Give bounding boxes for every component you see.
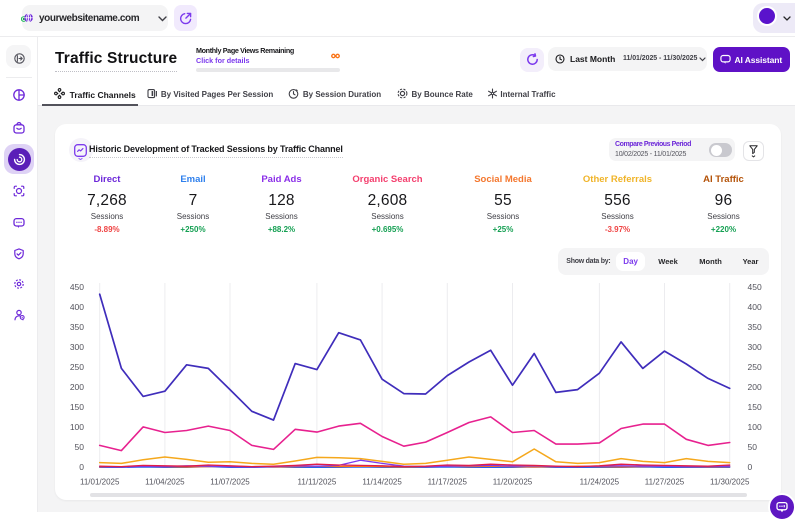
- svg-text:0: 0: [79, 462, 84, 472]
- svg-text:150: 150: [70, 402, 84, 412]
- svg-text:50: 50: [75, 442, 85, 452]
- svg-text:11/07/2025: 11/07/2025: [210, 478, 250, 487]
- svg-text:250: 250: [70, 362, 84, 372]
- svg-text:250: 250: [748, 362, 762, 372]
- svg-text:50: 50: [748, 442, 758, 452]
- svg-text:11/17/2025: 11/17/2025: [428, 478, 468, 487]
- svg-text:11/24/2025: 11/24/2025: [580, 478, 620, 487]
- svg-text:11/14/2025: 11/14/2025: [362, 478, 402, 487]
- svg-text:200: 200: [70, 382, 84, 392]
- svg-text:11/04/2025: 11/04/2025: [145, 478, 185, 487]
- svg-text:11/01/2025: 11/01/2025: [80, 478, 120, 487]
- svg-text:450: 450: [70, 282, 84, 292]
- svg-text:400: 400: [70, 302, 84, 312]
- svg-text:11/30/2025: 11/30/2025: [710, 478, 750, 487]
- svg-text:11/27/2025: 11/27/2025: [645, 478, 685, 487]
- svg-text:350: 350: [70, 322, 84, 332]
- svg-text:11/11/2025: 11/11/2025: [297, 478, 336, 487]
- svg-text:300: 300: [748, 342, 762, 352]
- svg-text:450: 450: [748, 282, 762, 292]
- svg-text:100: 100: [748, 422, 762, 432]
- svg-text:300: 300: [70, 342, 84, 352]
- svg-text:11/20/2025: 11/20/2025: [493, 478, 533, 487]
- svg-text:100: 100: [70, 422, 84, 432]
- svg-text:200: 200: [748, 382, 762, 392]
- svg-text:150: 150: [748, 402, 762, 412]
- svg-text:350: 350: [748, 322, 762, 332]
- svg-text:400: 400: [748, 302, 762, 312]
- svg-text:0: 0: [748, 462, 753, 472]
